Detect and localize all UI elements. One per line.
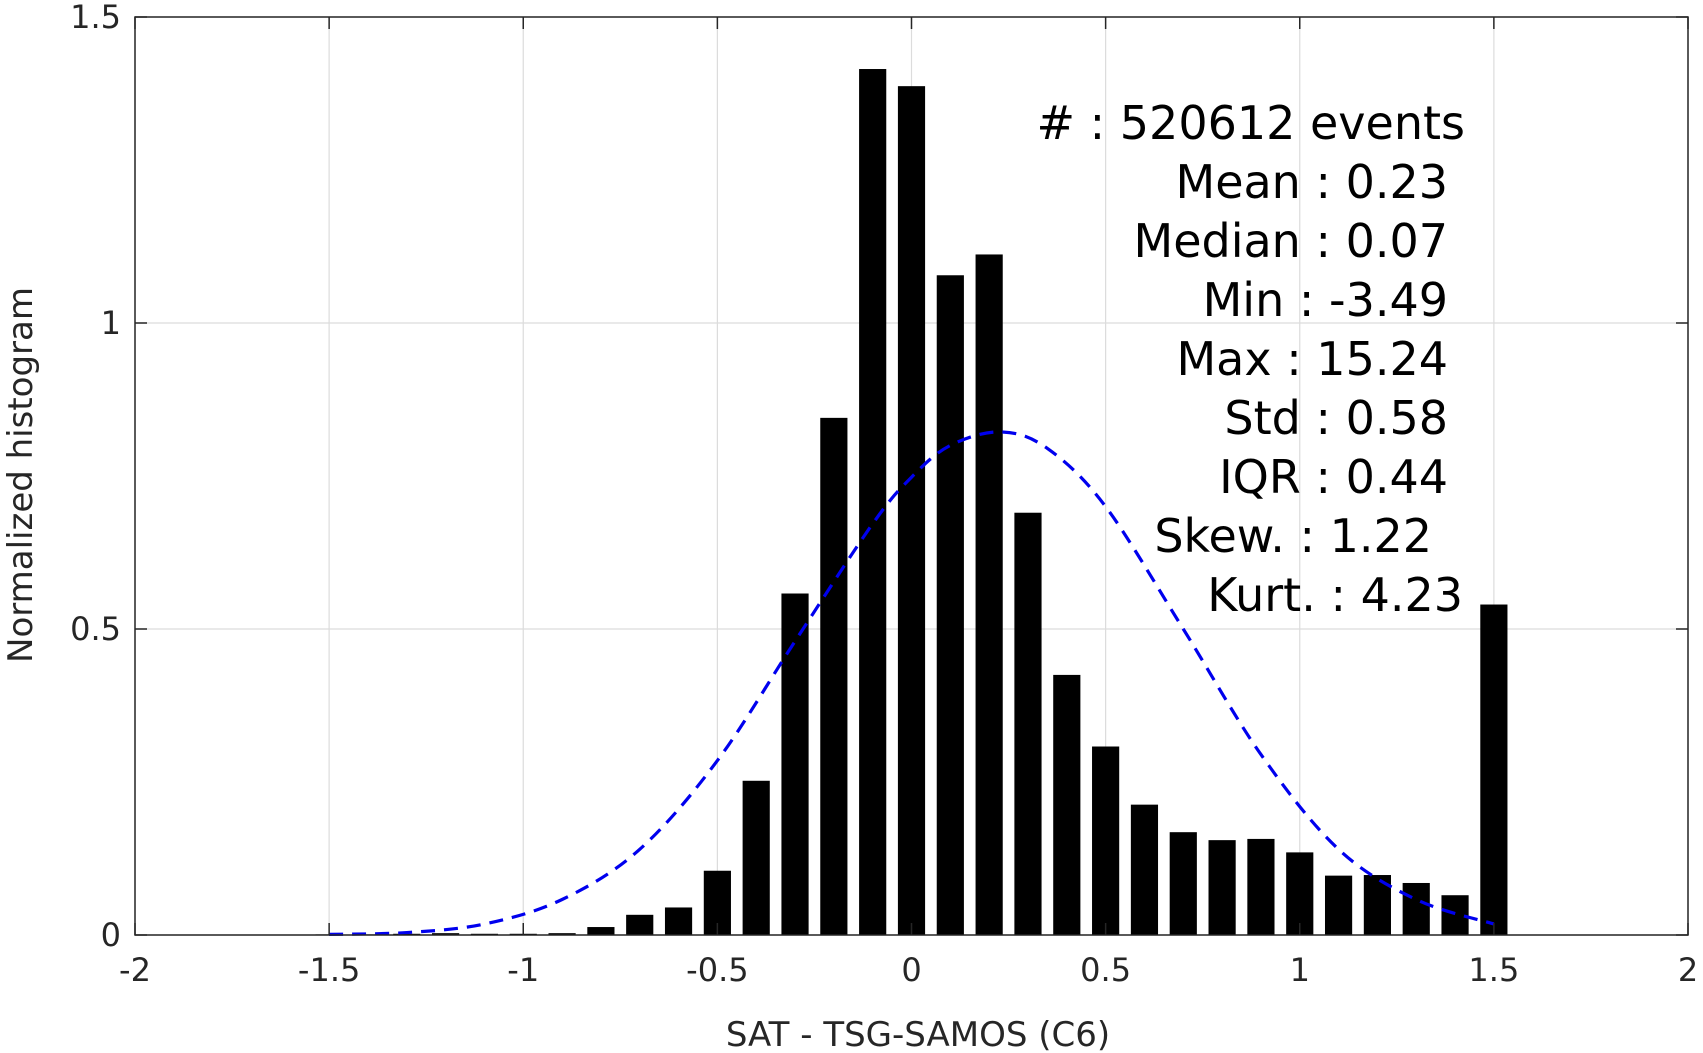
x-tick-label: 0.5 [1080,951,1131,989]
normal-fit-curve [329,430,1495,936]
histogram-bar [1441,895,1469,935]
stat-events: # : 520612 events [1037,96,1466,150]
x-tick-label: 1.5 [1468,951,1519,989]
stat-median: Median : 0.07 [1134,214,1448,268]
y-axis-label: Normalized histogram [1,287,41,663]
histogram-bar [626,914,654,935]
x-axis-label: SAT - TSG-SAMOS (C6) [726,1015,1110,1053]
x-tick-label: -1 [507,951,539,989]
histogram-bar [820,417,848,935]
y-tick-label: 0 [101,916,121,954]
histogram-bar [1092,746,1120,935]
statistics-annotations: # : 520612 events Mean : 0.23 Median : 0… [1037,96,1466,622]
x-tick-label: -0.5 [686,951,748,989]
stat-mean: Mean : 0.23 [1176,155,1449,209]
histogram-bar [1286,852,1314,935]
x-tick-label: 2 [1678,951,1698,989]
histogram-bar [975,254,1003,935]
histogram-bar [1480,604,1508,935]
histogram-bar [1014,512,1042,935]
histogram-bar [1169,832,1197,935]
histogram-bar [1053,674,1081,935]
stat-kurt: Kurt. : 4.23 [1207,568,1463,622]
histogram-bar [859,69,887,935]
histogram-bar [1402,882,1430,935]
fit-curve-line [329,430,1495,936]
y-tick-label: 0.5 [70,610,121,648]
y-tick-label: 1 [101,304,121,342]
histogram-bar [1130,804,1159,935]
histogram-bar [432,933,460,935]
stat-std: Std : 0.58 [1224,391,1448,445]
histogram-bar [936,275,964,935]
axes-frame [134,16,1689,936]
x-tick-label: -1.5 [298,951,360,989]
stat-max: Max : 15.24 [1176,332,1448,386]
histogram-bar [587,927,615,935]
histogram-bars [315,69,1508,935]
y-tick-label: 1.5 [70,0,121,36]
histogram-bar [664,907,693,935]
histogram-bar [1247,838,1275,935]
x-tick-label: 0 [901,951,921,989]
histogram-bar [548,933,576,935]
histogram-bar [1208,840,1236,935]
histogram-bar [742,780,770,935]
stat-min: Min : -3.49 [1203,273,1448,327]
stat-skew: Skew. : 1.22 [1154,509,1432,563]
x-tick-labels: -2 -1.5 -1 -0.5 0 0.5 1 1.5 2 [119,951,1698,989]
x-tick-label: 1 [1290,951,1310,989]
y-tick-labels: 0 0.5 1 1.5 [70,0,121,954]
histogram-bar [897,86,926,935]
histogram-bar [1324,875,1353,935]
x-tick-label: -2 [119,951,151,989]
histogram-bar [781,593,809,935]
stat-iqr: IQR : 0.44 [1219,450,1448,504]
